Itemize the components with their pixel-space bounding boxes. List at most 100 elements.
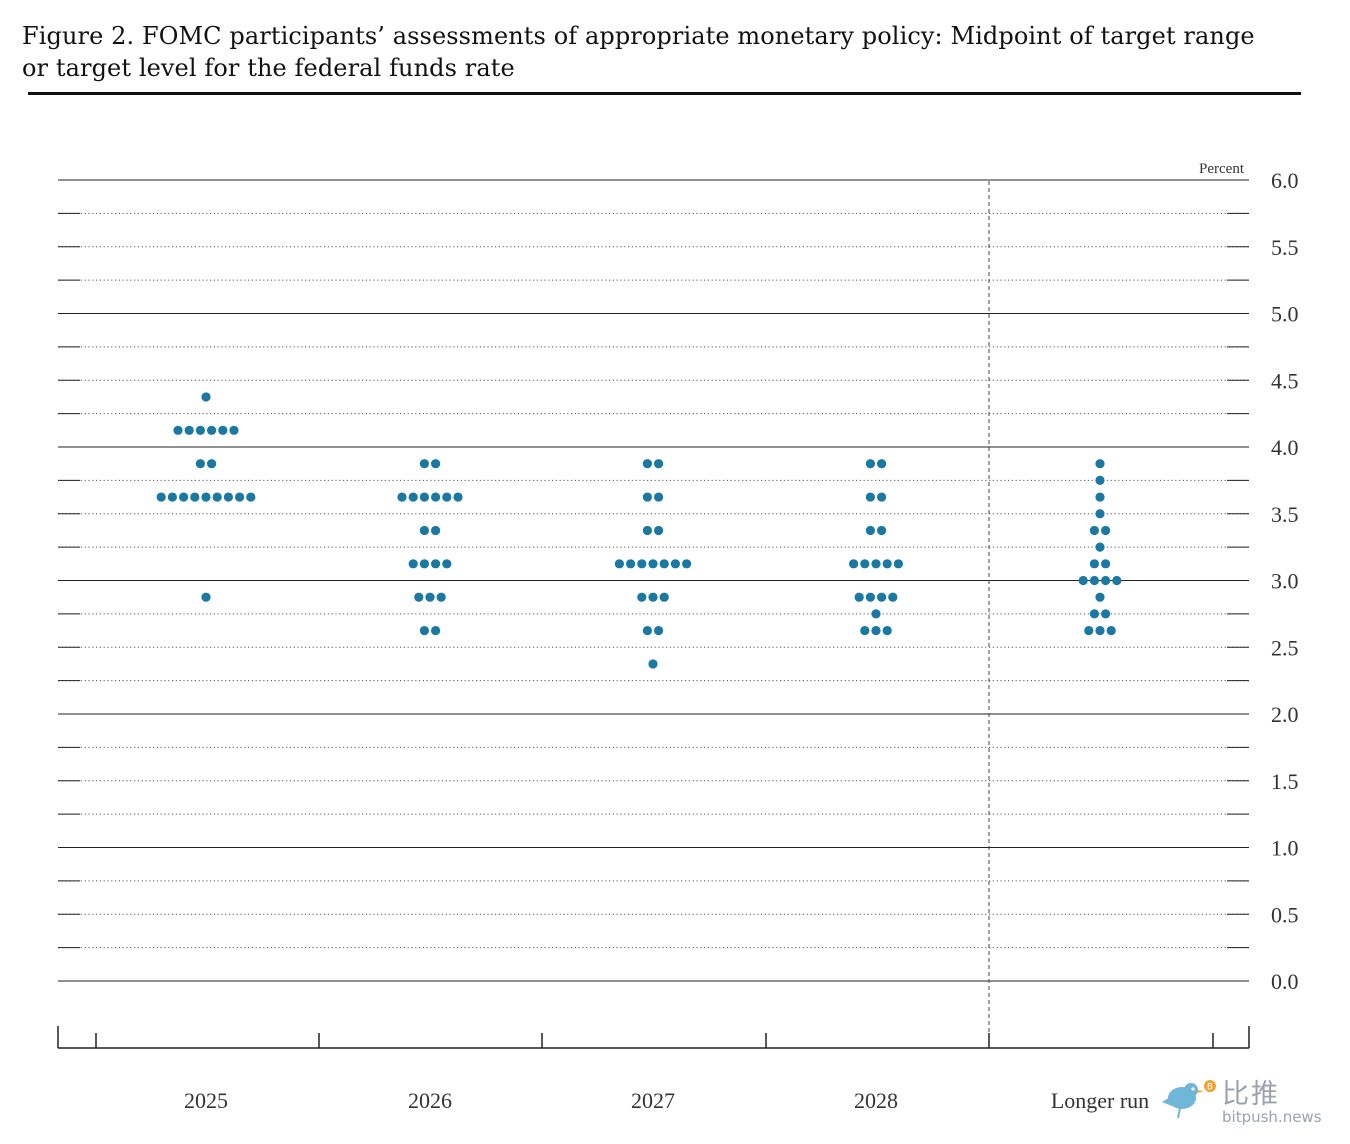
dot	[877, 459, 887, 469]
dots	[156, 392, 1122, 669]
dot	[659, 592, 669, 602]
dot	[425, 592, 435, 602]
dot	[654, 525, 664, 536]
dot	[1101, 525, 1111, 536]
dot	[414, 592, 424, 602]
dot	[195, 459, 205, 469]
dot	[207, 425, 217, 435]
dot	[431, 492, 441, 502]
dot	[648, 659, 658, 669]
dot	[1089, 609, 1099, 619]
dot	[865, 492, 876, 502]
dot	[1095, 542, 1105, 552]
dot	[642, 459, 653, 469]
dot	[179, 492, 189, 502]
dot	[1095, 459, 1105, 469]
dot	[871, 609, 881, 619]
y-tick-label: 2.0	[1271, 702, 1299, 727]
dot	[860, 625, 870, 636]
dot	[1106, 625, 1116, 636]
dot	[431, 559, 441, 569]
dot	[436, 592, 446, 602]
y-tick-label: 5.5	[1271, 235, 1299, 260]
dot	[877, 592, 887, 602]
dot	[1089, 525, 1099, 536]
dot	[431, 625, 441, 636]
bird-icon: B	[1162, 1080, 1216, 1119]
dot	[431, 525, 441, 536]
dot	[173, 425, 183, 435]
y-tick-label: 0.0	[1271, 969, 1299, 994]
dot	[648, 592, 658, 602]
y-tick-label: 5.0	[1271, 302, 1299, 327]
dot	[865, 525, 876, 536]
dot	[642, 525, 653, 536]
dot	[419, 525, 429, 536]
x-category-label: 2025	[184, 1088, 228, 1113]
dot	[1101, 559, 1111, 569]
dot	[865, 592, 876, 602]
y-axis-label: Percent	[1199, 161, 1245, 177]
dot	[419, 459, 429, 469]
dot	[682, 559, 692, 569]
y-tick-label: 0.5	[1271, 902, 1299, 927]
y-tick-label: 1.5	[1271, 769, 1299, 794]
dot	[218, 425, 228, 435]
dot	[637, 559, 647, 569]
dot	[860, 559, 870, 569]
x-category-label: 2026	[408, 1088, 452, 1113]
figure-title: Figure 2. FOMC participants’ assessments…	[22, 22, 1255, 82]
dot	[195, 425, 205, 435]
y-tick-label: 6.0	[1271, 168, 1299, 193]
dot	[207, 459, 217, 469]
watermark-cn: 比推	[1222, 1079, 1280, 1110]
svg-text:B: B	[1207, 1083, 1213, 1093]
dot	[408, 492, 418, 502]
dot	[408, 559, 418, 569]
y-tick-label: 3.0	[1271, 569, 1299, 594]
watermark: B 比推 bitpush.news	[1158, 1072, 1348, 1132]
dot	[654, 492, 664, 502]
title-rule	[28, 92, 1301, 95]
y-axis-ticks: 6.0 5.5 5.0 4.5 4.0 3.5 3.0 2.5 2.0 1.5 1.0 0.5 0.0	[1271, 168, 1299, 994]
dot	[1095, 492, 1105, 502]
dot	[1101, 575, 1111, 586]
dot	[156, 492, 166, 502]
dot	[201, 392, 211, 402]
dot	[1101, 609, 1111, 619]
dot	[614, 559, 625, 569]
dot	[184, 425, 194, 435]
dot	[877, 525, 887, 536]
dot	[419, 625, 429, 636]
dot	[659, 559, 669, 569]
dot	[453, 492, 463, 502]
dot	[871, 625, 881, 636]
watermark-en: bitpush.news	[1222, 1108, 1322, 1126]
x-category-label: 2027	[631, 1088, 675, 1113]
dot	[1095, 475, 1105, 485]
y-tick-label: 1.0	[1271, 836, 1299, 861]
dot	[849, 559, 859, 569]
dot	[654, 625, 664, 636]
dot	[1095, 509, 1105, 519]
dot	[1112, 575, 1122, 586]
dot	[1078, 575, 1088, 586]
x-axis: 2025 2026 2027 2028 Longer run	[57, 1026, 1250, 1113]
dot	[442, 492, 452, 502]
dot	[419, 559, 429, 569]
dot	[654, 459, 664, 469]
dot	[235, 492, 245, 502]
dot	[893, 559, 904, 569]
dot	[648, 559, 658, 569]
dot	[167, 492, 177, 502]
dot	[637, 592, 647, 602]
dot	[626, 559, 636, 569]
dot	[1089, 559, 1099, 569]
dot	[1089, 575, 1099, 586]
dot	[442, 559, 452, 569]
x-category-label: 2028	[854, 1088, 898, 1113]
dot	[854, 592, 864, 602]
dot	[419, 492, 429, 502]
dot	[201, 492, 211, 502]
